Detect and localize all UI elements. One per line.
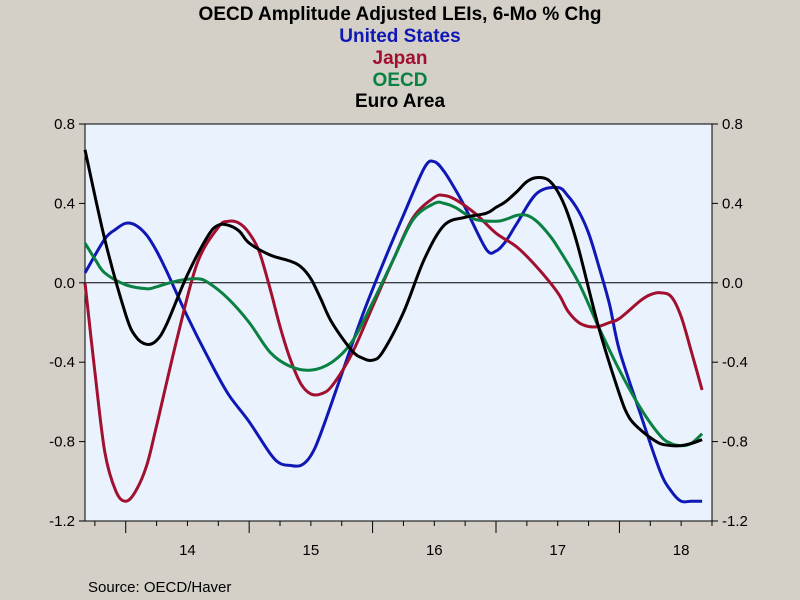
x-tick-label: 17 xyxy=(549,542,566,559)
series-group xyxy=(83,149,704,504)
x-tick-label: 16 xyxy=(426,542,443,559)
series-line-japan xyxy=(83,193,704,503)
y-tick-label-right: -0.4 xyxy=(722,354,748,371)
x-tick-label: 15 xyxy=(303,542,320,559)
y-tick-label-left: -0.4 xyxy=(49,354,75,371)
series-line-euro-area xyxy=(83,149,703,448)
y-tick-label-left: -0.8 xyxy=(49,434,75,451)
legend-label-japan: Japan xyxy=(373,48,428,69)
y-tick-label-left: -1.2 xyxy=(49,513,75,530)
x-tick-label: 14 xyxy=(179,542,196,559)
legend-label-united-states: United States xyxy=(339,26,460,47)
y-tick-label-left: 0.0 xyxy=(54,275,75,292)
y-tick-label-left: 0.4 xyxy=(54,195,75,212)
y-tick-label-right: 0.0 xyxy=(722,275,743,292)
legend-label-euro-area: Euro Area xyxy=(355,91,446,112)
y-tick-label-right: 0.4 xyxy=(722,195,743,212)
source-note: Source: OECD/Haver xyxy=(88,579,231,596)
axis-ticks-group xyxy=(79,123,718,533)
y-tick-label-right: -0.8 xyxy=(722,434,748,451)
y-tick-label-right: 0.8 xyxy=(722,116,743,133)
y-tick-label-right: -1.2 xyxy=(722,513,748,530)
x-tick-label: 18 xyxy=(673,542,690,559)
y-tick-label-left: 0.8 xyxy=(54,116,75,133)
axis-labels-group: 0.8 0.8 0.4 0.4 0.0 0.0 -0.4 -0.4 -0.8 -0.8 -1.2 -1… xyxy=(49,116,748,559)
chart-title: OECD Amplitude Adjusted LEIs, 6-Mo % Chg xyxy=(199,4,602,25)
legend-label-oecd: OECD xyxy=(373,70,428,91)
